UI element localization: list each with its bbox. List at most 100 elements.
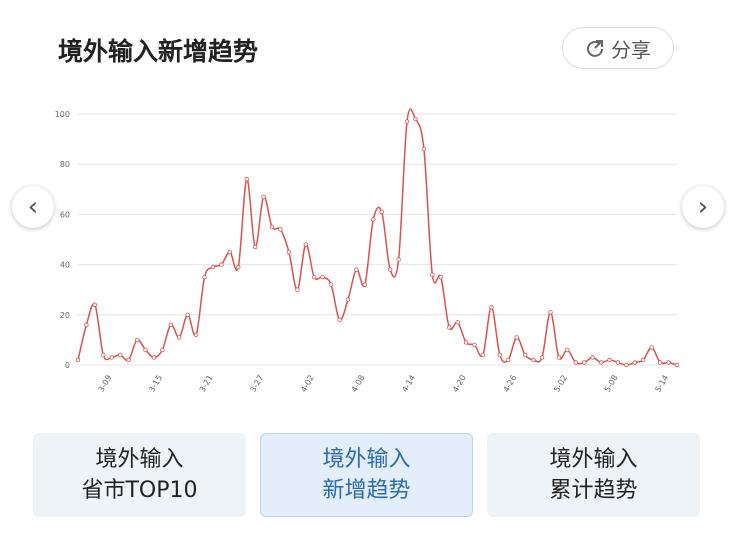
point [379, 209, 384, 215]
point [312, 274, 317, 280]
point [320, 274, 325, 280]
point [168, 322, 174, 328]
point [548, 310, 553, 315]
point [649, 345, 654, 350]
point [489, 305, 494, 310]
chart: 0 20 40 60 80 100 3-09 3-15 3-21 3-27 4-02 4-08 4-14… [55, 108, 680, 394]
x-tick-label: 4-08 [350, 374, 367, 394]
point [480, 352, 486, 358]
point [514, 335, 519, 340]
tab-label: 境外输入 [549, 447, 638, 472]
y-tick-label: 40 [60, 261, 70, 270]
point [472, 342, 477, 348]
point [84, 322, 89, 328]
point [371, 217, 376, 222]
point [539, 355, 545, 360]
x-tick-label: 4-02 [299, 374, 316, 394]
share-label: 分享 [611, 37, 651, 62]
point [193, 332, 199, 338]
share-icon [587, 40, 603, 57]
point [143, 347, 148, 353]
tab[interactable]: 境外输入 累计趋势 [487, 433, 700, 517]
point [303, 242, 308, 247]
prev-button[interactable]: ‹ [12, 186, 54, 228]
tab-label: 新增趋势 [322, 478, 411, 503]
point [387, 267, 393, 272]
point [531, 357, 536, 363]
point [278, 227, 283, 232]
point [447, 325, 452, 330]
point [236, 264, 241, 270]
point [227, 249, 233, 255]
next-button[interactable]: › [682, 186, 724, 228]
line [77, 108, 678, 366]
x-tick-label: 5-14 [653, 374, 670, 394]
point [219, 262, 224, 267]
title: 境外输入新增趋势 [58, 37, 259, 66]
point [455, 320, 460, 325]
point [244, 177, 249, 182]
point [151, 355, 157, 360]
point [632, 360, 638, 365]
x-tick-label: 3-09 [97, 374, 114, 394]
point [413, 116, 418, 122]
point [286, 249, 292, 255]
x-tick-label: 5-02 [552, 374, 569, 394]
point [404, 119, 410, 124]
point [438, 274, 443, 280]
point [607, 357, 612, 363]
tab-label: 境外输入 [322, 447, 411, 472]
point [185, 312, 190, 317]
point [497, 352, 503, 358]
point [598, 360, 604, 365]
x-tick-label: 3-15 [147, 374, 164, 394]
point [177, 335, 182, 340]
share-button[interactable]: 分享 [562, 27, 674, 69]
point [252, 244, 258, 250]
point [624, 362, 629, 368]
y-tick-label: 100 [55, 110, 70, 119]
point [396, 257, 401, 262]
point [354, 267, 359, 272]
point [657, 360, 663, 365]
tab-label: 省市TOP10 [81, 478, 198, 503]
x-tick-label: 3-21 [198, 374, 215, 394]
point [92, 302, 98, 307]
point [328, 282, 334, 287]
x-tick-label: 4-26 [502, 374, 519, 394]
point [430, 272, 435, 277]
point [269, 224, 275, 230]
x-tick-label: 3-27 [248, 374, 265, 394]
y-tick-label: 0 [65, 361, 70, 370]
point [261, 194, 266, 200]
point [581, 360, 587, 365]
point [202, 274, 207, 280]
point [506, 357, 511, 363]
point [565, 347, 570, 353]
point [337, 317, 342, 323]
point [615, 360, 621, 365]
point [573, 360, 578, 365]
y-tick-label: 20 [60, 311, 70, 320]
point [522, 352, 528, 358]
point [101, 352, 106, 358]
point [109, 355, 114, 360]
point [641, 357, 646, 363]
point [117, 352, 123, 358]
point [463, 340, 469, 345]
tab[interactable]: 境外输入省市TOP10 [33, 433, 246, 517]
point [160, 347, 165, 353]
point [556, 355, 562, 360]
y-tick-label: 80 [60, 160, 70, 169]
point [590, 355, 595, 360]
point [362, 282, 368, 287]
tab-label: 境外输入 [95, 447, 184, 472]
point [134, 337, 140, 343]
point [126, 357, 131, 363]
point [421, 146, 427, 152]
y-tick-label: 60 [60, 210, 70, 219]
tab[interactable]: 境外输入 新增趋势 [260, 433, 473, 517]
x-tick-label: 4-20 [451, 374, 468, 394]
point [345, 297, 351, 302]
